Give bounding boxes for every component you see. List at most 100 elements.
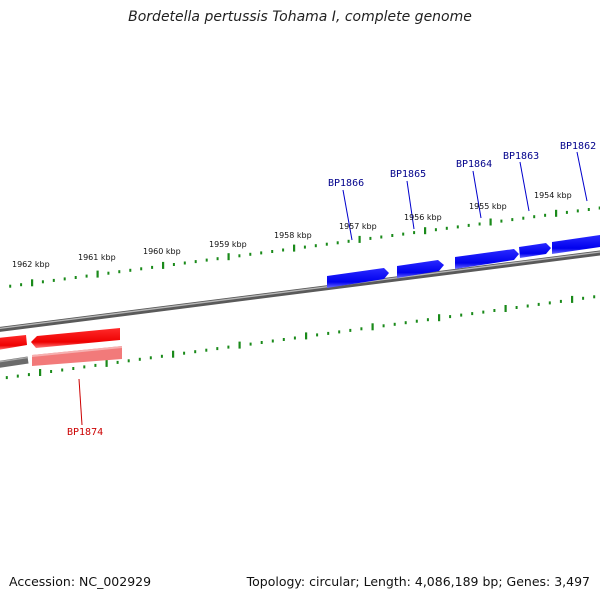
genome-backbone-highlight [0, 251, 600, 330]
lower-scale-minor-tick [327, 331, 330, 335]
upper-scale-minor-tick [107, 271, 110, 275]
lower-scale-minor-tick [415, 319, 418, 323]
map-title: Bordetella pertussis Tohama I, complete … [128, 9, 472, 25]
kbp-label-1958: 1958 kbp [274, 231, 312, 240]
upper-scale-minor-tick [216, 257, 219, 261]
upper-scale-minor-tick [238, 254, 241, 258]
gene-label-bp1874[interactable]: BP1874 [67, 427, 103, 438]
lower-scale-major-tick [504, 305, 507, 312]
lower-scale-minor-tick [72, 367, 75, 370]
upper-scale-minor-tick [85, 274, 88, 278]
lower-scale-minor-tick [27, 373, 30, 377]
lower-scale-minor-tick [559, 299, 562, 303]
lower-scale-minor-tick [393, 322, 396, 326]
lower-scale-minor-tick [316, 333, 319, 337]
upper-scale-minor-tick [151, 265, 154, 269]
upper-scale-minor-tick [522, 216, 525, 220]
upper-scale-major-tick [96, 270, 99, 278]
gene-bp1863[interactable] [519, 243, 551, 258]
upper-scale-major-tick [162, 261, 165, 269]
lower-scale-minor-tick [16, 374, 19, 378]
upper-scale-minor-tick [565, 210, 568, 214]
gene-label-bp1864[interactable]: BP1864 [456, 159, 492, 170]
lower-scale-minor-tick [338, 330, 341, 334]
upper-scale-minor-tick [598, 206, 600, 210]
gene-bp1862[interactable] [552, 235, 600, 254]
lower-scale-minor-tick [293, 336, 296, 340]
gene-leaders [78, 151, 588, 426]
lower-scale-major-tick [571, 295, 574, 303]
lower-scale-major-tick [39, 369, 42, 376]
upper-scale-minor-tick [118, 270, 121, 274]
upper-scale-major-tick [424, 227, 427, 235]
upper-scale-minor-tick [369, 236, 372, 240]
gene-left-partial[interactable] [0, 335, 27, 350]
lower-scale-minor-tick [50, 370, 53, 373]
lower-scale-track [5, 295, 596, 380]
upper-scale-minor-tick [63, 277, 66, 281]
lower-scale-minor-tick [548, 301, 551, 305]
upper-scale-major-tick [555, 209, 558, 217]
lower-scale-minor-tick [271, 339, 274, 343]
upper-scale-minor-tick [41, 280, 44, 284]
gene-label-bp1866[interactable]: BP1866 [328, 178, 364, 189]
upper-scale-minor-tick [576, 209, 579, 213]
upper-scale-minor-tick [336, 241, 339, 245]
gene-bp1865[interactable] [397, 260, 444, 278]
upper-scale-minor-tick [467, 223, 470, 227]
gene-bp1874[interactable] [31, 328, 120, 348]
upper-scale-minor-tick [9, 284, 12, 288]
upper-scale-minor-tick [172, 263, 175, 266]
upper-scale-minor-tick [445, 226, 448, 230]
upper-scale-minor-tick [391, 234, 394, 237]
lower-scale-minor-tick [260, 341, 263, 344]
upper-scale-minor-tick [194, 260, 197, 264]
gene-label-bp1865[interactable]: BP1865 [390, 169, 426, 180]
upper-scale-minor-tick [544, 213, 547, 217]
lower-scale-major-tick [305, 332, 308, 340]
lower-scale-minor-tick [205, 348, 208, 352]
lower-scale-major-tick [105, 359, 108, 367]
upper-scale-major-tick [358, 235, 361, 243]
upper-scale-track [9, 206, 600, 288]
gene-label-bp1863[interactable]: BP1863 [503, 151, 539, 162]
lower-scale-minor-tick [349, 328, 352, 332]
lower-scale-minor-tick [194, 350, 197, 354]
accession-text: Accession: NC_002929 [9, 574, 152, 589]
lower-scale-minor-tick [5, 376, 8, 380]
lower-scale-minor-tick [116, 360, 119, 364]
upper-scale-minor-tick [140, 267, 143, 271]
kbp-label-1962: 1962 kbp [12, 260, 50, 269]
genome-summary-text: Topology: circular; Length: 4,086,189 bp… [246, 574, 590, 589]
upper-scale-major-tick [489, 218, 492, 226]
kbp-label-1960: 1960 kbp [143, 247, 181, 256]
lower-scale-minor-tick [160, 354, 163, 358]
upper-scale-major-tick [31, 279, 34, 287]
upper-scale-minor-tick [20, 283, 23, 287]
reverse-strand-shade-highlight [0, 356, 29, 363]
gene-bp1866[interactable] [327, 268, 389, 288]
gene-bp1864[interactable] [455, 249, 519, 269]
lower-scale-minor-tick [216, 347, 219, 351]
gene-bp1874-shadow-top [32, 346, 122, 357]
lower-scale-minor-tick [360, 327, 363, 331]
lower-scale-major-tick [238, 341, 241, 349]
upper-scale-minor-tick [249, 252, 252, 256]
lower-scale-minor-tick [537, 302, 540, 306]
kbp-label-1961: 1961 kbp [78, 253, 116, 262]
lower-scale-minor-tick [426, 318, 429, 322]
genome-backbone [0, 250, 600, 332]
upper-scale-minor-tick [74, 276, 77, 279]
upper-scale-minor-tick [533, 215, 536, 219]
kbp-label-1955: 1955 kbp [469, 202, 507, 211]
lower-scale-minor-tick [249, 342, 252, 346]
lower-scale-minor-tick [582, 296, 585, 300]
lower-scale-minor-tick [515, 306, 518, 309]
lower-scale-minor-tick [471, 312, 474, 316]
reverse-strand-shade [0, 356, 29, 368]
lower-scale-major-tick [371, 323, 374, 331]
upper-scale-minor-tick [303, 245, 306, 249]
upper-scale-minor-tick [587, 208, 590, 211]
upper-scale-minor-tick [314, 244, 317, 248]
gene-label-bp1862[interactable]: BP1862 [560, 141, 596, 152]
